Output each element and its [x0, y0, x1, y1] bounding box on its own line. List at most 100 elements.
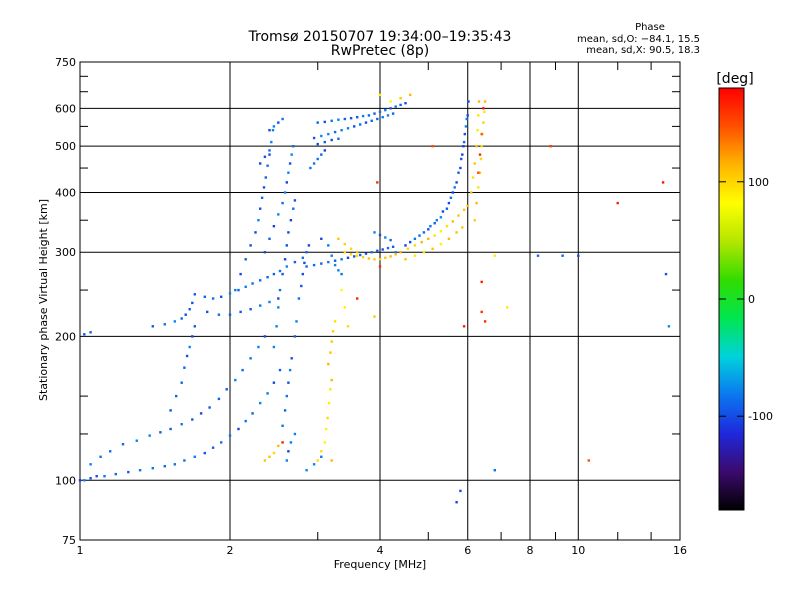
data-point [268, 300, 271, 304]
data-point [183, 366, 186, 369]
data-point [453, 186, 456, 189]
data-point [288, 162, 292, 165]
colorbar-tick-label: -100 [748, 410, 773, 423]
data-point [327, 244, 330, 247]
x-tick-label: 8 [527, 544, 534, 557]
data-point [577, 254, 580, 257]
data-point [188, 308, 191, 311]
data-point [667, 325, 671, 328]
data-point [278, 368, 282, 372]
data-point [312, 162, 316, 165]
data-point [475, 201, 478, 205]
grid-lines [80, 62, 680, 540]
data-point [114, 472, 117, 476]
data-point [185, 354, 189, 358]
data-point [327, 362, 330, 366]
x-tick-labels: 1 2 4 6 8 10 16 [77, 544, 688, 557]
data-point [445, 207, 449, 210]
data-point [480, 132, 483, 136]
data-point [329, 388, 332, 391]
data-point [466, 204, 469, 208]
data-point [389, 100, 392, 103]
data-point [78, 479, 82, 482]
data-point [184, 313, 187, 316]
data-point [237, 427, 240, 431]
colorbar-label: [deg] [716, 71, 753, 87]
data-point [297, 297, 301, 300]
data-point [447, 237, 451, 240]
data-point [389, 255, 392, 258]
data-point [373, 258, 376, 261]
data-point [399, 251, 402, 254]
data-point [475, 145, 478, 148]
data-point [381, 248, 384, 251]
data-point [121, 443, 125, 446]
x-tick-label: 2 [227, 544, 234, 557]
y-tick-label: 300 [55, 246, 76, 259]
data-point [493, 469, 496, 472]
data-point [431, 145, 434, 148]
data-point [343, 306, 346, 309]
data-point [191, 301, 194, 305]
data-point [266, 276, 269, 279]
data-point [163, 323, 166, 326]
data-point [330, 254, 333, 257]
data-point [127, 470, 130, 474]
y-tick-labels: 75 100 200 300 400 500 600 750 [55, 56, 76, 547]
data-point [316, 121, 319, 124]
data-point [268, 129, 271, 132]
y-tick-label: 75 [62, 534, 76, 547]
data-point [271, 129, 275, 132]
data-point [455, 501, 458, 504]
chart-title: Tromsø 20150707 19:34:00–19:35:43 [248, 29, 512, 45]
data-point [477, 114, 480, 117]
data-point [278, 269, 282, 273]
data-point [251, 282, 254, 285]
data-point [249, 244, 252, 247]
colorbar-tick-label: 100 [748, 176, 769, 189]
data-point [462, 140, 466, 144]
data-point [457, 171, 460, 174]
data-point [277, 297, 280, 300]
data-point [244, 419, 247, 423]
y-axis-label: Stationary phase Virtual Height [km] [37, 199, 50, 401]
data-point [272, 225, 276, 228]
data-point [349, 253, 353, 256]
data-point [399, 97, 402, 100]
data-point [330, 459, 333, 462]
data-point [173, 320, 176, 323]
data-point [413, 237, 417, 240]
data-point [312, 463, 316, 466]
data-point [169, 409, 172, 412]
data-point [138, 469, 142, 472]
data-point [293, 199, 297, 202]
data-point [376, 249, 379, 252]
data-point [220, 441, 223, 444]
data-point [386, 246, 390, 250]
data-point [285, 181, 288, 184]
data-point [391, 112, 395, 115]
data-point [281, 272, 284, 276]
data-point [477, 171, 480, 174]
data-point [109, 450, 112, 453]
data-point [173, 463, 176, 466]
data-point [404, 102, 407, 105]
data-point [151, 325, 154, 328]
data-point [287, 381, 290, 384]
data-point [409, 240, 412, 244]
data-point [356, 297, 359, 300]
data-point [260, 196, 264, 199]
data-point [89, 463, 92, 466]
data-point [459, 489, 462, 493]
data-point [376, 117, 379, 121]
data-point [480, 280, 483, 284]
x-tick-label: 4 [377, 544, 384, 557]
y-tick-label: 400 [55, 186, 76, 199]
data-point [370, 251, 373, 254]
x-axis-label: Frequency [MHz] [334, 558, 426, 571]
data-point [272, 272, 276, 276]
data-point [367, 114, 371, 117]
data-point [409, 93, 412, 97]
data-point [277, 121, 280, 124]
data-point [281, 117, 284, 121]
